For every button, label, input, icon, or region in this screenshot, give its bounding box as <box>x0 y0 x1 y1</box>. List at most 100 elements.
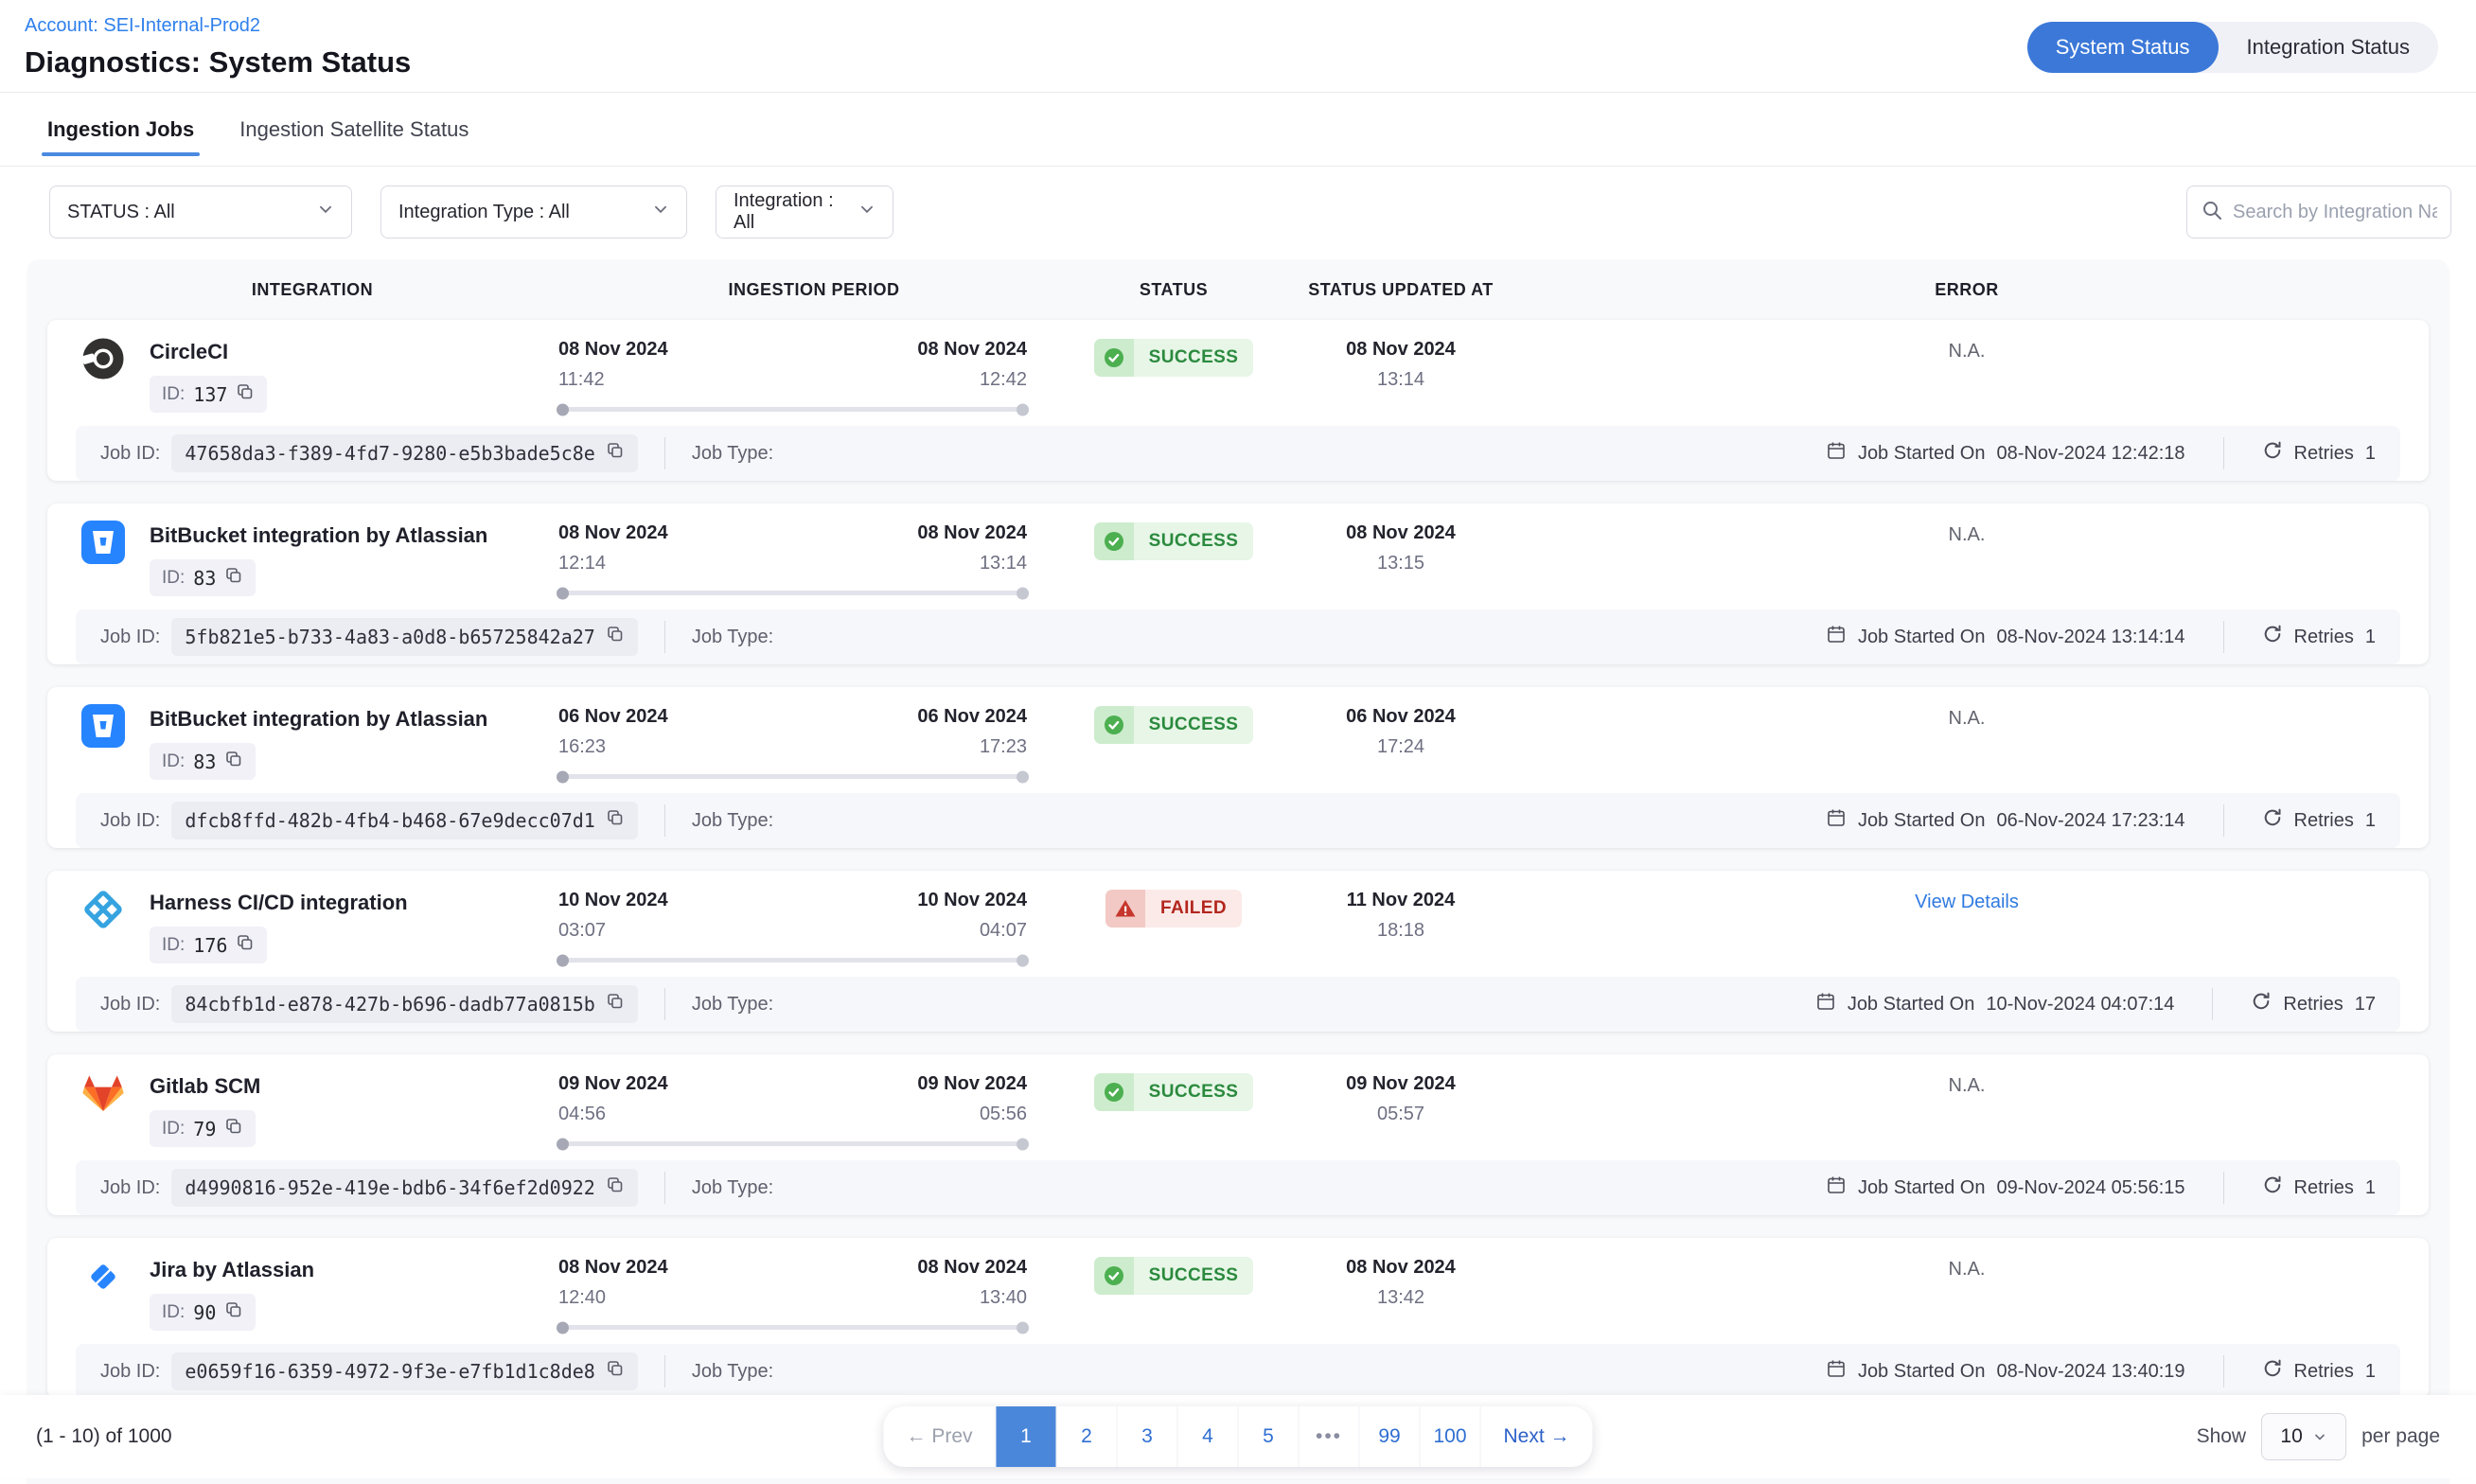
copy-icon[interactable] <box>606 625 625 649</box>
ingestion-period-cell: 08 Nov 2024 11:42 08 Nov 2024 12:42 <box>549 335 1079 415</box>
col-ingestion-period: INGESTION PERIOD <box>728 279 900 299</box>
ingestion-period-cell: 08 Nov 2024 12:40 08 Nov 2024 13:40 <box>549 1253 1079 1334</box>
job-id-pill[interactable]: 84cbfb1d-e878-427b-b696-dadb77a0815b <box>171 985 638 1023</box>
status-icon <box>1093 1073 1134 1111</box>
integration-id: 90 <box>193 1300 217 1324</box>
slider-start-handle[interactable] <box>557 403 569 415</box>
job-id-pill[interactable]: d4990816-952e-419e-bdb6-34f6ef2d0922 <box>171 1169 638 1207</box>
job-details-bar: Job ID: dfcb8ffd-482b-4fb4-b468-67e9decc… <box>76 793 2400 848</box>
status-cell: SUCCESS <box>1079 519 1268 594</box>
ingestion-period-slider[interactable] <box>557 403 1029 415</box>
slider-start-handle[interactable] <box>557 1321 569 1334</box>
divider <box>2222 437 2224 469</box>
col-status-updated-at: STATUS UPDATED AT <box>1308 279 1494 299</box>
slider-end-handle[interactable] <box>1017 403 1029 415</box>
ingestion-period-slider[interactable] <box>557 587 1029 599</box>
integration-id-pill[interactable]: ID: 83 <box>150 743 256 780</box>
integration-id-pill[interactable]: ID: 176 <box>150 927 268 963</box>
integration-type-filter-dropdown[interactable]: Integration Type : All <box>380 186 687 238</box>
slider-start-handle[interactable] <box>557 587 569 599</box>
tab-ingestion-jobs[interactable]: Ingestion Jobs <box>41 117 201 166</box>
page-button-4[interactable]: 4 <box>1178 1406 1239 1467</box>
integration-id-pill[interactable]: ID: 79 <box>150 1110 256 1147</box>
job-meta: Job Started On 10-Nov-2024 04:07:14 Retr… <box>1815 988 2376 1020</box>
divider <box>2222 804 2224 837</box>
job-started-value: 09-Nov-2024 05:56:15 <box>1996 1176 2185 1198</box>
job-id: 47658da3-f389-4fd7-9280-e5b3bade5c8e <box>185 442 595 465</box>
integration-id-pill[interactable]: ID: 137 <box>150 376 268 413</box>
status-cell: SUCCESS <box>1079 1253 1268 1329</box>
copy-icon[interactable] <box>606 1359 625 1384</box>
divider <box>663 804 665 837</box>
calendar-icon <box>1826 624 1847 650</box>
page-button-2[interactable]: 2 <box>1057 1406 1118 1467</box>
job-details-bar: Job ID: e0659f16-6359-4972-9f3e-e7fb1d1c… <box>76 1344 2400 1399</box>
slider-end-handle[interactable] <box>1017 770 1029 783</box>
job-id-pill[interactable]: e0659f16-6359-4972-9f3e-e7fb1d1c8de8 <box>171 1352 638 1390</box>
page-button-99[interactable]: 99 <box>1360 1406 1421 1467</box>
integration-id-pill[interactable]: ID: 90 <box>150 1294 256 1331</box>
integration-status-toggle[interactable]: Integration Status <box>2246 34 2410 59</box>
integration-id-pill[interactable]: ID: 83 <box>150 559 256 596</box>
ingestion-job-card: Gitlab SCM ID: 79 09 Nov 2024 04:56 09 No… <box>47 1054 2429 1215</box>
job-id-pill[interactable]: 5fb821e5-b733-4a83-a0d8-b65725842a27 <box>171 618 638 656</box>
chevron-down-icon <box>858 201 875 223</box>
jira-logo-icon <box>81 1255 125 1298</box>
page-button-3[interactable]: 3 <box>1118 1406 1178 1467</box>
copy-icon[interactable] <box>606 1175 625 1200</box>
copy-icon[interactable] <box>606 808 625 833</box>
slider-end-handle[interactable] <box>1017 954 1029 966</box>
calendar-icon <box>1826 807 1847 834</box>
page-button-5[interactable]: 5 <box>1239 1406 1300 1467</box>
copy-icon[interactable] <box>224 1300 243 1324</box>
status-filter-dropdown[interactable]: STATUS : All <box>49 186 352 238</box>
chevron-down-icon <box>652 201 669 223</box>
ingestion-job-card: Harness CI/CD integration ID: 176 10 Nov… <box>47 871 2429 1032</box>
ingestion-period-slider[interactable] <box>557 954 1029 966</box>
integration-cell: CircleCI ID: 137 <box>76 335 549 413</box>
slider-start-handle[interactable] <box>557 954 569 966</box>
page-button-100[interactable]: 100 <box>1421 1406 1481 1467</box>
divider <box>663 437 665 469</box>
retries-icon <box>2262 807 2283 834</box>
integration-cell: Gitlab SCM ID: 79 <box>76 1069 549 1147</box>
slider-end-handle[interactable] <box>1017 587 1029 599</box>
error-cell: N.A. <box>1948 341 1986 362</box>
next-page-button[interactable]: Next → <box>1503 1425 1570 1447</box>
page-size-select[interactable]: 10 <box>2261 1413 2347 1460</box>
job-id-pill[interactable]: dfcb8ffd-482b-4fb4-b468-67e9decc07d1 <box>171 802 638 839</box>
per-page-label: per page <box>2361 1425 2440 1447</box>
copy-icon[interactable] <box>606 992 625 1016</box>
slider-start-handle[interactable] <box>557 770 569 783</box>
error-cell: N.A. <box>1948 524 1986 545</box>
job-id-pill[interactable]: 47658da3-f389-4fd7-9280-e5b3bade5c8e <box>171 434 638 472</box>
copy-icon[interactable] <box>236 382 255 406</box>
copy-icon[interactable] <box>224 566 243 590</box>
pager-ellipsis[interactable]: ••• <box>1300 1406 1360 1467</box>
ingestion-period-slider[interactable] <box>557 1138 1029 1150</box>
ingestion-period-slider[interactable] <box>557 1321 1029 1334</box>
slider-end-handle[interactable] <box>1017 1321 1029 1334</box>
status-cell: SUCCESS <box>1079 1069 1268 1145</box>
job-meta: Job Started On 08-Nov-2024 12:42:18 Retr… <box>1826 437 2376 469</box>
integration-filter-dropdown[interactable]: Integration : All <box>716 186 893 238</box>
view-details-link[interactable]: View Details <box>1915 892 2019 912</box>
page-button-1[interactable]: 1 <box>996 1406 1057 1467</box>
ingestion-period-slider[interactable] <box>557 770 1029 783</box>
slider-start-handle[interactable] <box>557 1138 569 1150</box>
retries-value: 17 <box>2354 993 2376 1015</box>
integration-name: Gitlab SCM <box>150 1074 261 1098</box>
status-badge: SUCCESS <box>1093 1257 1254 1295</box>
retries-icon <box>2262 1358 2283 1385</box>
copy-icon[interactable] <box>236 933 255 957</box>
copy-icon[interactable] <box>606 441 625 466</box>
search-input[interactable] <box>2233 201 2437 223</box>
copy-icon[interactable] <box>224 750 243 773</box>
slider-end-handle[interactable] <box>1017 1138 1029 1150</box>
prev-page-button[interactable]: ← Prev <box>883 1406 997 1467</box>
account-breadcrumb-link[interactable]: Account: SEI-Internal-Prod2 <box>25 14 261 36</box>
system-status-toggle[interactable]: System Status <box>2026 21 2219 73</box>
tab-ingestion-satellite-status[interactable]: Ingestion Satellite Status <box>239 117 469 141</box>
copy-icon[interactable] <box>224 1117 243 1140</box>
ingestion-job-card: BitBucket integration by Atlassian ID: 8… <box>47 687 2429 848</box>
